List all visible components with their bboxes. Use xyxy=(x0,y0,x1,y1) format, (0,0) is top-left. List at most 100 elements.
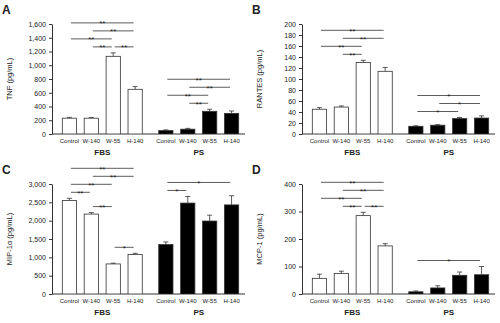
significance-label: ** xyxy=(349,179,355,188)
panel: 05001,0001,5002,0002,5003,000ControlW-14… xyxy=(2,163,245,317)
error-cap xyxy=(479,115,484,116)
y-tick-label: 600 xyxy=(34,89,46,96)
error-bar xyxy=(185,196,190,203)
bar xyxy=(159,245,173,295)
y-tick-label: 0 xyxy=(42,131,46,138)
plot-marks xyxy=(62,53,238,134)
category-label: Control xyxy=(60,298,79,304)
y-tick: 200 xyxy=(284,21,302,28)
y-tick-label: 0 xyxy=(292,131,296,138)
y-tick-mark xyxy=(49,120,52,121)
category-label: W-55 xyxy=(203,298,218,304)
y-tick: 600 xyxy=(34,89,52,96)
y-tick-mark xyxy=(299,24,302,25)
category-label: H-140 xyxy=(473,138,490,144)
group-label: PS xyxy=(443,148,454,157)
y-tick: 0 xyxy=(42,291,52,298)
group-label: FBS xyxy=(344,148,361,157)
category-label: H-140 xyxy=(377,138,394,144)
error-bar xyxy=(89,213,94,214)
labels: ControlW-140W-55H-140FBS********ControlW… xyxy=(252,3,490,157)
y-tick-label: 100 xyxy=(284,76,296,83)
significance-label: ** xyxy=(338,195,344,204)
bar xyxy=(474,275,488,294)
category-label: H-140 xyxy=(473,298,490,304)
y-tick: 1,000 xyxy=(28,62,52,69)
error-cap xyxy=(89,212,94,213)
significance-label: ** xyxy=(99,165,105,174)
y-tick-label: 160 xyxy=(284,43,296,50)
category-label: Control xyxy=(406,298,425,304)
y-tick-mark xyxy=(49,221,52,222)
y-tick: 1,200 xyxy=(28,48,52,55)
significance-label: * xyxy=(436,108,439,117)
error-bar xyxy=(457,118,462,119)
significance-label: ** xyxy=(207,84,213,93)
bar xyxy=(84,214,98,294)
panel: 02004006008001,0001,2001,4001,600Control… xyxy=(2,3,245,157)
error-cap xyxy=(361,212,366,213)
bar xyxy=(224,205,238,294)
y-tick: 100 xyxy=(284,76,302,83)
significance-label: ** xyxy=(185,92,191,101)
significance-label: * xyxy=(197,179,200,188)
y-tick: 40 xyxy=(288,109,302,116)
y-tick-label: 200 xyxy=(284,236,296,243)
y-tick: 2,000 xyxy=(28,217,52,224)
error-bar xyxy=(67,117,72,119)
category-label: H-140 xyxy=(127,138,144,144)
category-label: H-140 xyxy=(223,298,240,304)
y-tick-label: 20 xyxy=(288,120,296,127)
y-tick-label: 40 xyxy=(288,109,296,116)
y-tick-label: 200 xyxy=(34,117,46,124)
panel-title: D xyxy=(252,163,261,177)
significance-label: ** xyxy=(349,203,355,212)
y-tick-label: 1,500 xyxy=(28,236,46,243)
error-cap xyxy=(457,272,462,273)
y-axis-title: MCP-1 (pg/mL) xyxy=(255,213,264,265)
category-label: H-140 xyxy=(127,298,144,304)
significance-label: ** xyxy=(110,27,116,36)
error-cap xyxy=(479,266,484,267)
error-line xyxy=(319,274,320,278)
category-label: W-140 xyxy=(179,298,197,304)
error-cap xyxy=(185,128,190,129)
significance-label: ** xyxy=(338,43,344,52)
y-tick: 800 xyxy=(34,76,52,83)
y-tick-mark xyxy=(299,212,302,213)
y-tick: 400 xyxy=(34,103,52,110)
y-axis-title: MIP-1α (pg/mL) xyxy=(5,212,14,265)
error-line xyxy=(481,267,482,275)
significance-label: ** xyxy=(88,35,94,44)
y-tick-label: 200 xyxy=(284,21,296,28)
error-cap xyxy=(317,274,322,275)
bar xyxy=(224,113,238,134)
y-tick: 2,500 xyxy=(28,199,52,206)
group-label: PS xyxy=(193,148,204,157)
bar xyxy=(334,107,348,134)
error-bar xyxy=(111,263,116,265)
bar xyxy=(312,278,326,294)
figure: 02004006008001,0001,2001,4001,600Control… xyxy=(0,0,500,323)
y-tick-label: 1,600 xyxy=(28,21,46,28)
y-tick-label: 800 xyxy=(34,76,46,83)
y-tick-mark xyxy=(49,65,52,66)
y-tick-mark xyxy=(49,239,52,240)
category-label: Control xyxy=(156,298,175,304)
error-cap xyxy=(111,52,116,53)
bar xyxy=(378,71,392,134)
y-tick-mark xyxy=(299,239,302,240)
y-axis-line xyxy=(52,25,53,135)
error-line xyxy=(231,196,232,205)
error-cap xyxy=(413,125,418,126)
y-tick: 60 xyxy=(288,98,302,105)
y-tick: 0 xyxy=(292,291,302,298)
y-axis: 020406080100120140160180200 xyxy=(284,21,302,138)
bar xyxy=(84,118,98,134)
y-axis: 0100200300400 xyxy=(284,181,302,298)
category-label: Control xyxy=(60,138,79,144)
panel: 020406080100120140160180200ControlW-140W… xyxy=(252,3,495,157)
bar xyxy=(62,201,76,295)
error-cap xyxy=(317,107,322,108)
significance-label: ** xyxy=(371,203,377,212)
